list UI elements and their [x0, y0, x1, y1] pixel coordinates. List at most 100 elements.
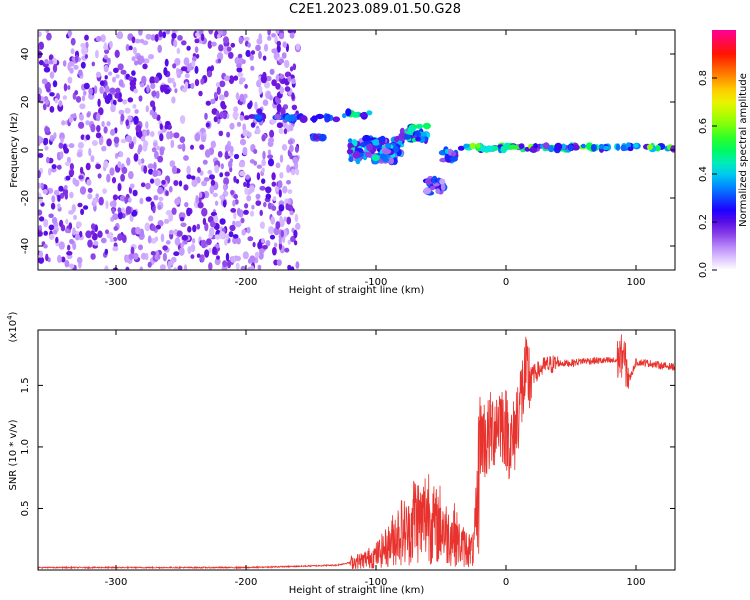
heatmap-cell	[180, 222, 187, 228]
heatmap-cell	[243, 93, 248, 99]
heatmap-cell	[147, 163, 154, 169]
heatmap-cell	[277, 180, 283, 189]
heatmap-cell	[237, 53, 243, 59]
heatmap-cell	[179, 136, 186, 144]
heatmap-cell	[43, 66, 51, 73]
heatmap-cell	[463, 143, 470, 149]
heatmap-cell	[120, 207, 126, 214]
heatmap-cell	[44, 126, 50, 133]
heatmap-cell	[633, 143, 639, 149]
heatmap-cell	[274, 186, 279, 192]
heatmap-cell	[195, 32, 200, 37]
heatmap-cell	[217, 58, 222, 64]
heatmap-cell	[76, 151, 83, 158]
heatmap-cell	[572, 144, 580, 151]
heatmap-cell	[255, 44, 261, 52]
heatmap-cell	[201, 207, 208, 217]
heatmap-cell	[186, 207, 192, 217]
heatmap-cell	[81, 95, 86, 102]
heatmap-cell	[615, 143, 621, 151]
heatmap-cell	[568, 144, 574, 151]
heatmap-cell	[261, 159, 266, 167]
heatmap-cell	[109, 87, 116, 94]
heatmap-cell	[233, 75, 239, 81]
heatmap-cell	[73, 214, 77, 220]
heatmap-cell	[45, 30, 50, 34]
heatmap-cell	[103, 126, 108, 134]
heatmap-cell	[79, 186, 87, 195]
heatmap-cell	[171, 165, 178, 175]
heatmap-cell	[165, 240, 171, 245]
heatmap-cell	[38, 230, 43, 237]
heatmap-cell	[315, 114, 325, 119]
heatmap-cell	[533, 143, 538, 149]
heatmap-cell	[59, 192, 65, 199]
heatmap-cell	[78, 121, 85, 129]
heatmap-cell	[362, 134, 371, 143]
heatmap-cell	[180, 66, 188, 72]
heatmap-cell	[114, 49, 120, 59]
heatmap-cell	[74, 179, 80, 187]
heatmap-cell	[242, 59, 246, 64]
heatmap-cell	[48, 224, 55, 231]
heatmap-cell	[205, 122, 210, 128]
heatmap-cell	[51, 164, 57, 170]
heatmap-cell	[191, 178, 198, 188]
heatmap-cell	[236, 207, 241, 216]
heatmap-cell	[42, 189, 48, 195]
heatmap-cell	[279, 215, 283, 224]
heatmap-cell	[45, 253, 49, 262]
heatmap-cell	[55, 236, 59, 244]
heatmap-cell	[403, 133, 411, 140]
heatmap-cell	[269, 95, 273, 101]
heatmap-cell	[91, 223, 96, 231]
heatmap-cell	[91, 61, 96, 67]
heatmap-cell	[291, 78, 296, 85]
heatmap-cell	[267, 30, 271, 36]
heatmap-cell	[272, 196, 277, 202]
heatmap-cell	[162, 31, 167, 39]
heatmap-cell	[214, 234, 221, 240]
heatmap-cell	[176, 230, 183, 237]
heatmap-cell	[230, 189, 235, 196]
heatmap-cell	[142, 63, 148, 70]
heatmap-cell	[165, 30, 171, 35]
heatmap-cell	[147, 261, 152, 268]
heatmap-cell	[91, 140, 98, 146]
heatmap-cell	[511, 145, 521, 150]
snr-plot-background	[38, 330, 675, 570]
heatmap-cell	[219, 172, 224, 178]
heatmap-cell	[60, 224, 66, 232]
heatmap-cell	[213, 116, 218, 123]
heatmap-cell	[210, 211, 217, 217]
heatmap-cell	[140, 158, 145, 164]
heatmap-cell	[165, 210, 172, 216]
heatmap-cell	[99, 86, 104, 94]
heatmap-cell	[145, 196, 152, 202]
heatmap-cell	[233, 194, 238, 199]
heatmap-cell	[148, 168, 154, 175]
heatmap-cell	[598, 143, 605, 150]
heatmap-cell	[52, 63, 58, 73]
heatmap-cell	[197, 167, 201, 174]
heatmap-cell	[110, 129, 116, 136]
heatmap-cell	[291, 104, 298, 111]
heatmap-cell	[159, 133, 164, 142]
heatmap-cell	[174, 237, 181, 246]
heatmap-cell	[139, 197, 144, 205]
heatmap-cell	[274, 113, 282, 120]
heatmap-cell	[104, 265, 109, 270]
heatmap-cell	[284, 247, 290, 253]
heatmap-cell	[249, 255, 256, 263]
heatmap-cell	[276, 210, 282, 216]
heatmap-cell	[224, 171, 230, 177]
heatmap-cell	[246, 195, 252, 202]
heatmap-cell	[138, 144, 143, 153]
heatmap-cell	[283, 216, 287, 222]
heatmap-cell	[52, 80, 58, 88]
heatmap-cell	[38, 170, 41, 179]
heatmap-cell	[348, 156, 354, 163]
heatmap-cell	[51, 217, 58, 224]
heatmap-cell	[206, 238, 212, 246]
